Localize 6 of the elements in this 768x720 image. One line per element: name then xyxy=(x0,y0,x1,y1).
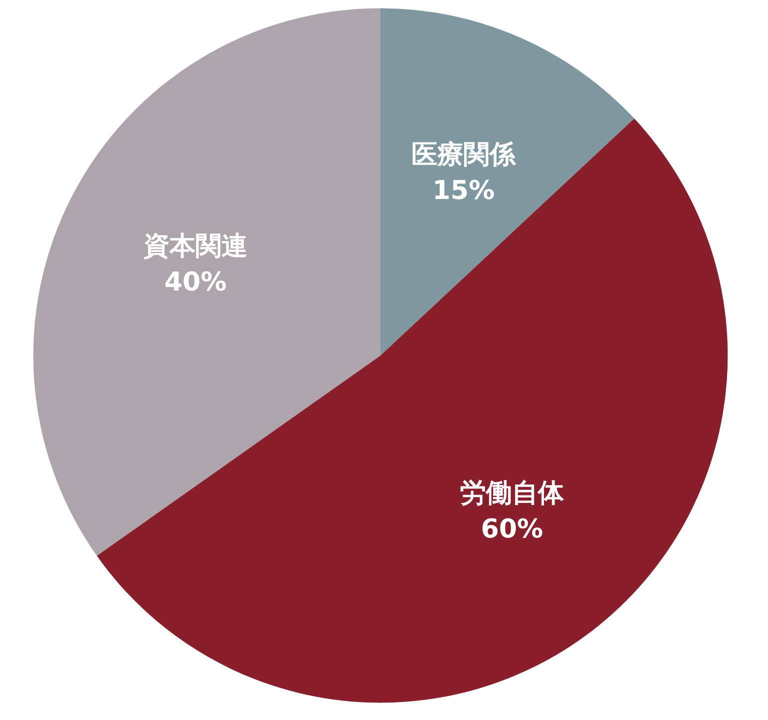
slice-label: 医療関係 xyxy=(412,140,516,170)
slice-label: 資本関連 xyxy=(142,231,248,262)
data-label: 60% xyxy=(480,514,544,545)
data-label: 40% xyxy=(164,267,227,298)
data-label: 15% xyxy=(432,176,495,206)
slice-label: 労働自体 xyxy=(460,478,565,509)
